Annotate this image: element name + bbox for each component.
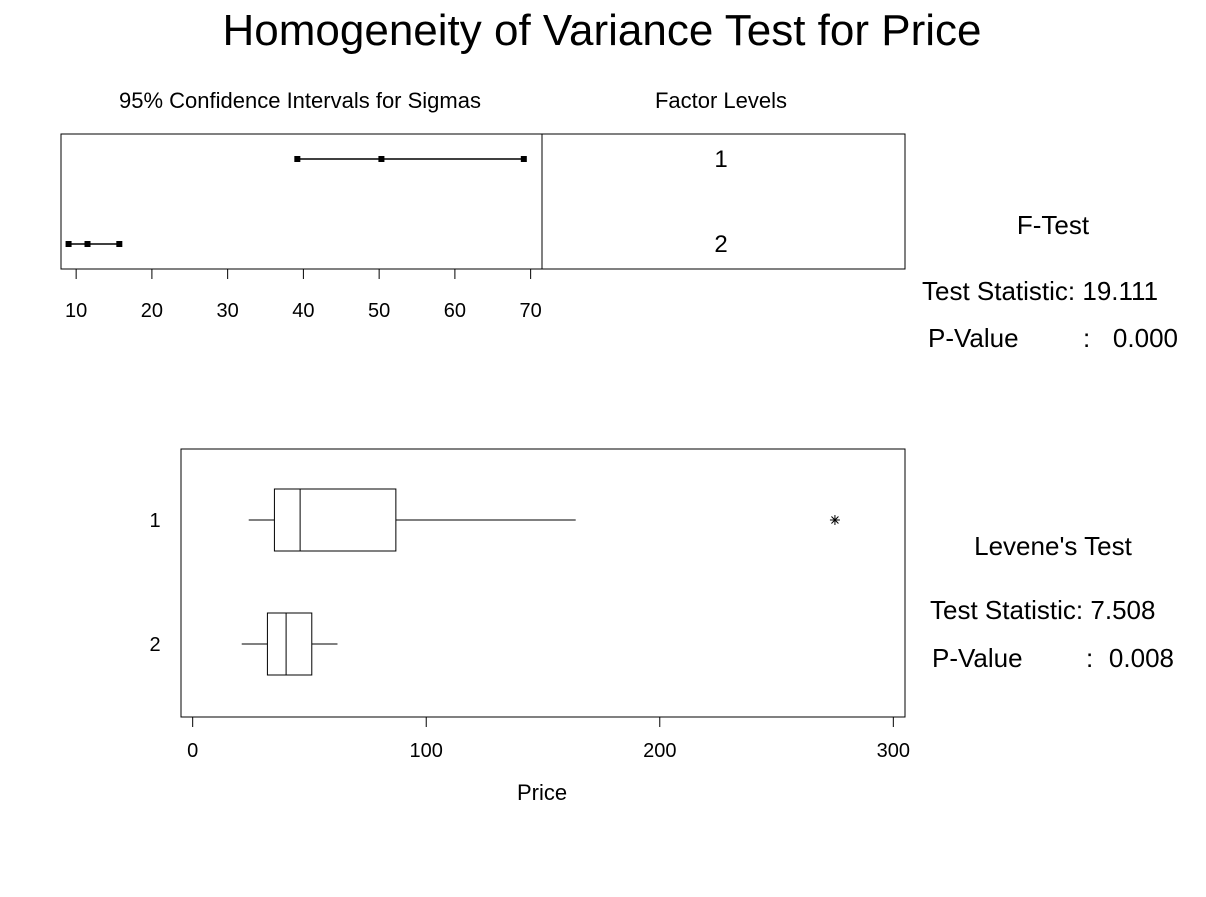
boxplot-box bbox=[273, 488, 397, 552]
ci-lower-bound-point bbox=[294, 156, 301, 162]
f-test-statistic: Test Statistic: 19.111 bbox=[922, 276, 1158, 306]
ci-sigma-point bbox=[378, 156, 385, 162]
ci-lower-bound-point bbox=[65, 241, 72, 247]
ci-sigma-point bbox=[84, 241, 91, 247]
ci-x-tick-label: 10 bbox=[65, 300, 87, 322]
ci-x-tick-label: 70 bbox=[520, 300, 542, 322]
chart-title: Homogeneity of Variance Test for Price bbox=[223, 6, 982, 55]
ci-panel-subtitle: 95% Confidence Intervals for Sigmas bbox=[119, 88, 481, 113]
boxplot-box bbox=[266, 612, 313, 676]
ci-x-axis: 10 20 30 40 50 60 70 bbox=[65, 268, 542, 322]
ci-upper-bound-point bbox=[520, 156, 527, 162]
levene-pvalue-separator: : bbox=[1086, 643, 1093, 673]
ci-x-tick-label: 30 bbox=[217, 300, 239, 322]
boxplot-group-label: 2 bbox=[149, 634, 160, 656]
ci-upper-bound-point bbox=[116, 241, 123, 247]
boxplot-x-label: Price bbox=[517, 780, 567, 805]
ci-intervals bbox=[65, 156, 527, 247]
ci-x-tick-label: 20 bbox=[141, 300, 163, 322]
boxplot-outlier-marker bbox=[829, 515, 840, 525]
boxplot-group-label: 1 bbox=[149, 510, 160, 532]
ci-plot-frame bbox=[60, 133, 543, 270]
f-test-pvalue-label: P-Value bbox=[928, 323, 1019, 353]
boxplot-x-tick-label: 0 bbox=[187, 740, 198, 762]
factor-level-label: 1 bbox=[714, 146, 727, 173]
levene-test-heading: Levene's Test bbox=[974, 531, 1132, 561]
factor-level-label: 2 bbox=[714, 231, 727, 258]
f-test-pvalue-separator: : bbox=[1083, 323, 1090, 353]
boxplot-x-tick-label: 100 bbox=[410, 740, 443, 762]
boxplot-x-tick-label: 200 bbox=[643, 740, 676, 762]
ci-level-labels: 12 bbox=[714, 146, 727, 258]
boxplots: 12 bbox=[149, 488, 840, 676]
factor-levels-frame bbox=[541, 133, 906, 270]
ci-x-tick-label: 60 bbox=[444, 300, 466, 322]
ci-x-tick-label: 50 bbox=[368, 300, 390, 322]
boxplot-x-axis: 0 100 200 300 bbox=[187, 716, 910, 762]
ci-x-tick-label: 40 bbox=[292, 300, 314, 322]
boxplot-x-tick-label: 300 bbox=[877, 740, 910, 762]
f-test-pvalue: 0.000 bbox=[1113, 323, 1178, 353]
outlier-stroke bbox=[831, 516, 839, 524]
levene-test-statistic: Test Statistic: 7.508 bbox=[930, 595, 1155, 625]
levene-pvalue-label: P-Value bbox=[932, 643, 1023, 673]
levene-pvalue: 0.008 bbox=[1109, 643, 1174, 673]
factor-levels-header: Factor Levels bbox=[655, 88, 787, 113]
f-test-heading: F-Test bbox=[1017, 210, 1090, 240]
